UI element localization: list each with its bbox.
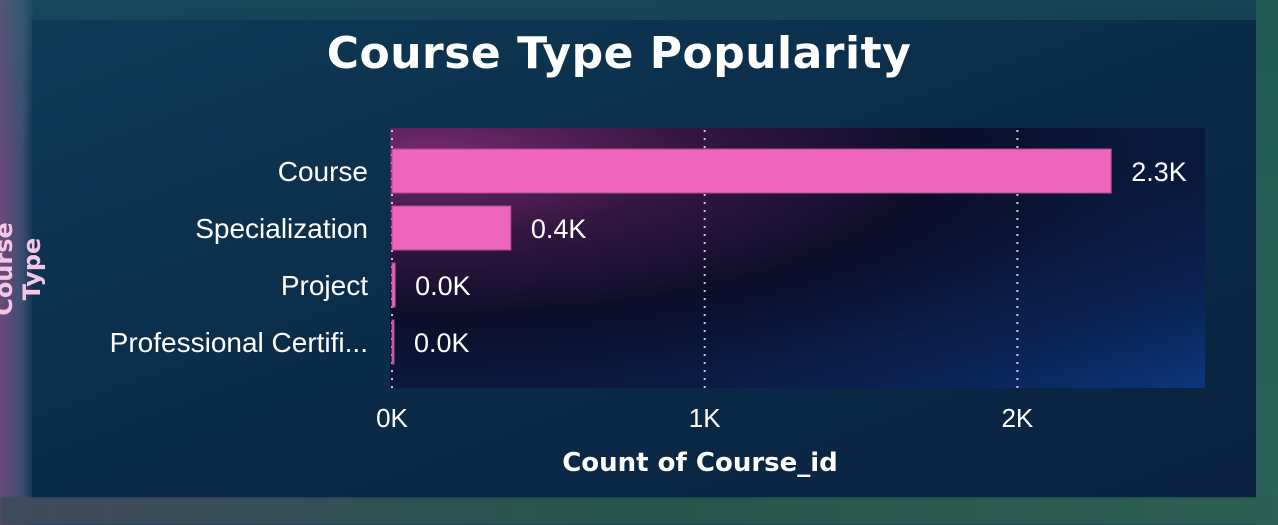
category-label: Professional Certifi... [110,327,368,358]
x-tick-label: 0K [376,403,408,433]
data-label: 2.3K [1131,157,1187,187]
x-tick-label: 2K [1001,403,1033,433]
bar[interactable] [391,148,1112,194]
x-tick-label: 1K [689,403,721,433]
bar[interactable] [391,205,512,251]
bars [391,148,1112,365]
frame-right-edge [1256,0,1278,525]
category-label: Specialization [195,213,368,244]
labels: 0K 1K 2K Course 2.3K Specialization 0.4K Projec… [110,156,1187,433]
frame-bottom-edge [0,497,1278,525]
data-label: 0.0K [415,271,471,301]
gridlines [391,130,1019,388]
data-label: 0.0K [414,328,470,358]
chart-title: Course Type Popularity [326,28,912,79]
bar[interactable] [391,319,395,365]
bar[interactable] [391,262,396,308]
data-label: 0.4K [531,214,587,244]
category-label: Course [278,156,368,187]
category-label: Project [281,270,368,301]
x-axis-title: Count of Course_id [562,448,838,478]
